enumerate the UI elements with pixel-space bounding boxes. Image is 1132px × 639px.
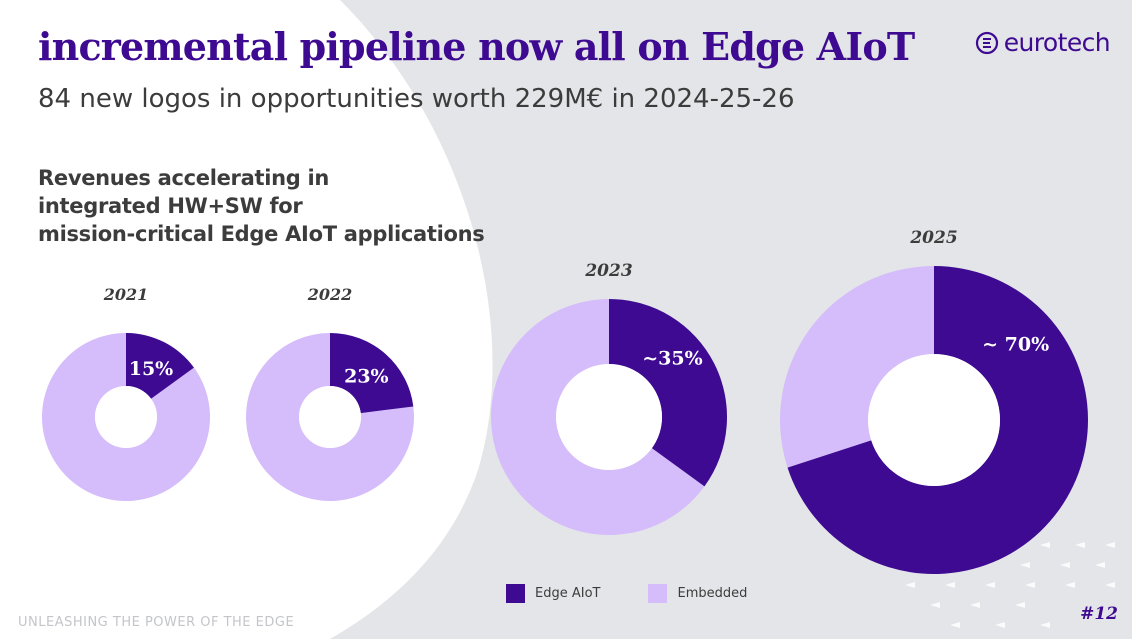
headline-line: integrated HW+SW for — [38, 194, 303, 218]
brand-logo: eurotech — [975, 28, 1111, 57]
headline-text: Revenues accelerating in integrated HW+S… — [38, 164, 508, 248]
legend-swatch-embedded — [648, 584, 668, 603]
footer-tagline: UNLEASHING THE POWER OF THE EDGE — [18, 615, 295, 630]
donut-slice-embedded — [246, 333, 414, 502]
headline-line: mission-critical Edge AIoT applications — [38, 222, 485, 246]
logo-text: eurotech — [1003, 28, 1111, 57]
donut-slice-edge-aiot — [609, 299, 727, 487]
donut-slice-embedded — [780, 266, 934, 468]
data-label-edge-aiot-pct: ~ 70% — [982, 333, 1049, 355]
legend-label: Edge AIoT — [535, 586, 601, 601]
donut-hole — [95, 386, 157, 448]
chart-year-label: 2022 — [307, 285, 353, 304]
donut-slice-edge-aiot — [126, 333, 194, 399]
page-title: incremental pipeline now all on Edge AIo… — [38, 24, 915, 69]
chart-year-label: 2023 — [584, 261, 632, 281]
legend-item-embedded: Embedded — [648, 584, 747, 603]
eurotech-logo-icon — [975, 31, 998, 54]
decorative-arrows — [905, 542, 1115, 628]
donut-slice-embedded — [42, 333, 210, 502]
donut-hole — [868, 354, 1000, 486]
donut-slice-embedded — [491, 299, 705, 536]
headline-line: Revenues accelerating in — [38, 166, 330, 190]
chart-year-label: 2021 — [103, 285, 149, 304]
data-label-edge-aiot-pct: 15% — [129, 358, 174, 380]
data-label-edge-aiot-pct: 23% — [344, 366, 389, 388]
data-label-edge-aiot-pct: ~35% — [642, 347, 702, 369]
legend-label: Embedded — [677, 586, 748, 601]
donut-hole — [556, 364, 662, 470]
donut-slice-edge-aiot — [330, 333, 414, 414]
legend-item-edge-aiot: Edge AIoT — [506, 584, 600, 603]
chart-legend: Edge AIoT Embedded — [506, 584, 747, 603]
page-number: #12 — [1080, 604, 1118, 624]
legend-swatch-edge-aiot — [506, 584, 525, 603]
donut-slice-edge-aiot — [787, 266, 1089, 574]
page-subtitle: 84 new logos in opportunities worth 229M… — [38, 84, 795, 114]
donut-hole — [299, 386, 361, 448]
chart-year-label: 2025 — [909, 228, 957, 248]
